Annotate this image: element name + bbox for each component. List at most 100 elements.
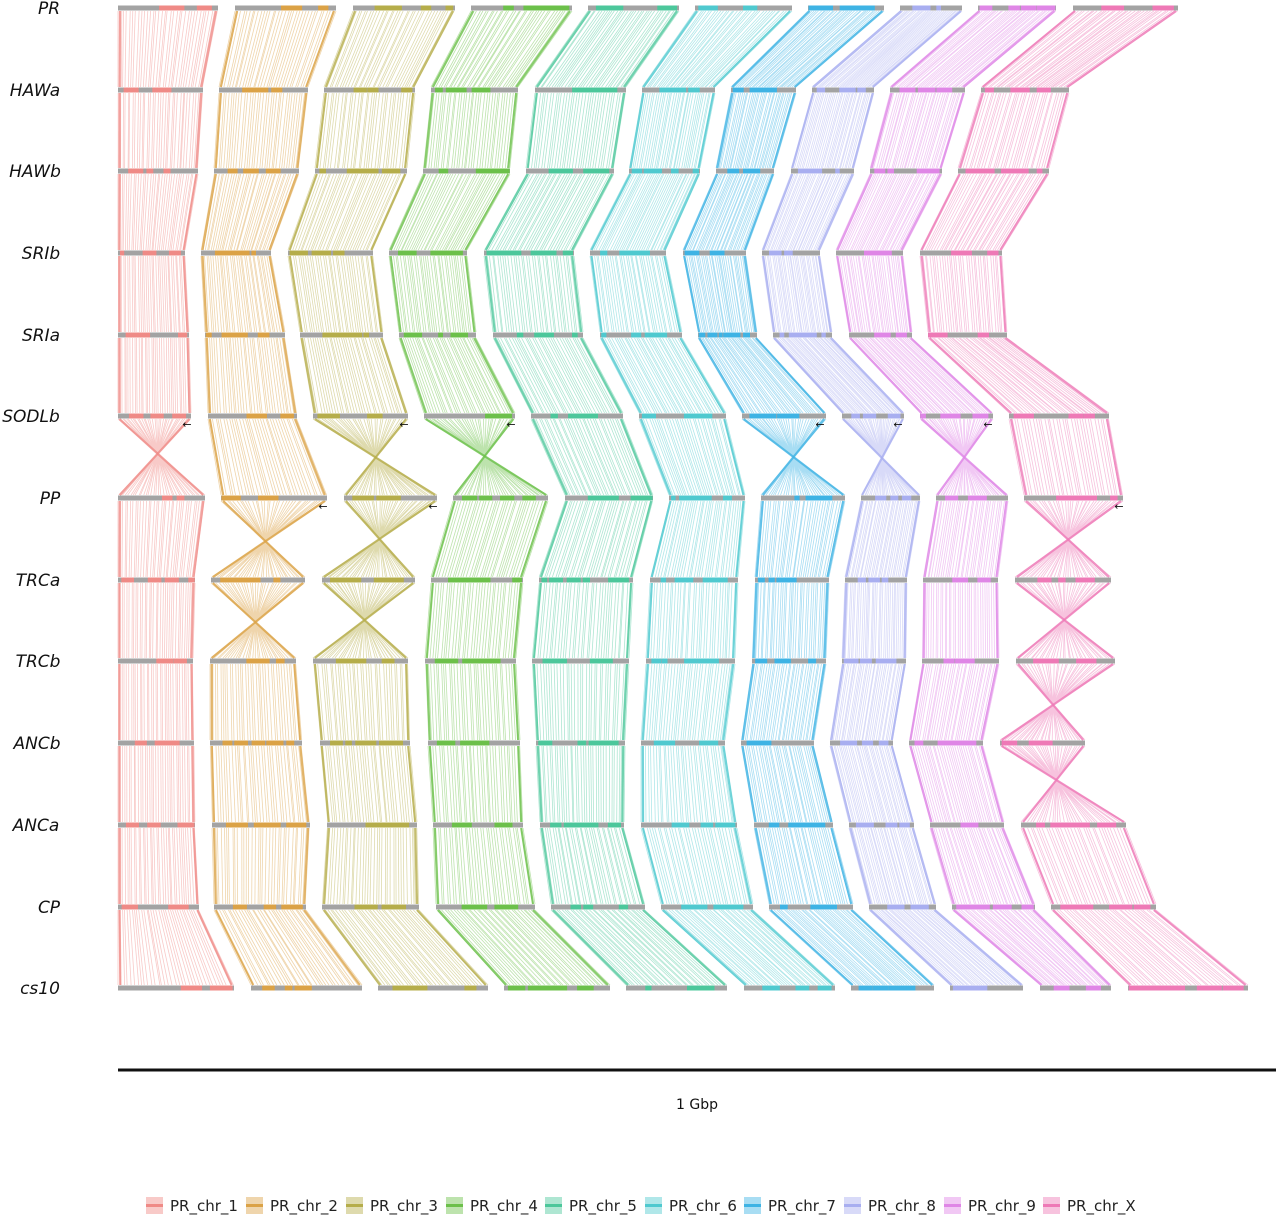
synteny-edge xyxy=(662,909,747,986)
syntenic-block xyxy=(156,658,170,664)
syntenic-block xyxy=(562,250,573,256)
synteny-links xyxy=(929,827,1036,905)
synteny-edge xyxy=(791,92,815,169)
syntenic-block xyxy=(162,495,173,501)
synteny-links xyxy=(525,92,626,169)
syntenic-block xyxy=(284,985,293,991)
inversion-arrow-icon: ← xyxy=(506,418,515,431)
synteny-edge xyxy=(182,255,189,333)
chromosome-bar xyxy=(669,495,745,501)
syntenic-block xyxy=(684,250,700,256)
syntenic-block xyxy=(1222,985,1244,991)
syntenic-block xyxy=(340,577,353,583)
syntenic-block xyxy=(479,495,493,501)
syntenic-block xyxy=(860,658,872,664)
syntenic-block xyxy=(147,822,161,828)
syntenic-block xyxy=(639,250,650,256)
chromosome-bar xyxy=(118,904,199,910)
syntenic-block xyxy=(1058,577,1066,583)
chromosome-bar xyxy=(922,658,999,664)
chromosome-bar xyxy=(842,658,906,664)
syntenic-block xyxy=(1075,577,1095,583)
syntenic-block xyxy=(878,740,889,746)
synteny-links xyxy=(1020,827,1157,905)
synteny-links xyxy=(430,500,549,578)
synteny-edge xyxy=(836,173,873,251)
syntenic-block xyxy=(688,87,697,93)
legend-item: PR_chr_7 xyxy=(744,1197,836,1216)
synteny-edge xyxy=(936,418,993,496)
syntenic-block xyxy=(887,168,894,174)
synteny-ribbon xyxy=(535,745,626,823)
syntenic-block xyxy=(556,658,566,664)
syntenic-block xyxy=(645,985,652,991)
synteny-links xyxy=(117,10,218,88)
legend-label: PR_chr_2 xyxy=(270,1197,338,1216)
synteny-edge xyxy=(741,745,757,823)
legend-label: PR_chr_X xyxy=(1067,1197,1136,1216)
synteny-edge xyxy=(464,173,510,251)
syntenic-block xyxy=(548,168,560,174)
syntenic-block xyxy=(880,332,889,338)
synteny-edge xyxy=(625,582,633,659)
synteny-ribbon xyxy=(768,909,935,986)
synteny-edge xyxy=(590,255,603,333)
syntenic-block xyxy=(750,5,758,11)
synteny-links xyxy=(589,173,700,251)
syntenic-block xyxy=(987,250,999,256)
synteny-links xyxy=(539,827,645,905)
synteny-ribbon xyxy=(530,418,654,496)
synteny-links xyxy=(640,745,737,823)
synteny-edge xyxy=(869,909,953,986)
syntenic-block xyxy=(168,250,181,256)
syntenic-block xyxy=(462,658,473,664)
synteny-ribbon xyxy=(312,582,416,659)
syntenic-block xyxy=(649,168,662,174)
synteny-edge xyxy=(300,337,316,414)
synteny-ribbon xyxy=(715,92,797,169)
chromosome-track xyxy=(424,413,515,419)
syntenic-block xyxy=(800,332,811,338)
synteny-ribbon xyxy=(753,827,854,905)
syntenic-block xyxy=(723,495,732,501)
syntenic-block xyxy=(385,577,404,583)
synteny-ribbon xyxy=(218,10,337,88)
synteny-edge xyxy=(698,337,745,414)
syntenic-block xyxy=(263,904,277,910)
genome-label: CP xyxy=(38,898,61,918)
synteny-edge xyxy=(389,255,402,333)
syntenic-block xyxy=(972,413,983,419)
synteny-ribbon xyxy=(929,827,1036,905)
syntenic-block xyxy=(875,495,882,501)
syntenic-block xyxy=(125,822,139,828)
synteny-edge xyxy=(437,909,507,986)
synteny-ribbon xyxy=(981,10,1178,88)
syntenic-block xyxy=(550,5,562,11)
synteny-links xyxy=(117,827,199,905)
syntenic-block xyxy=(365,822,381,828)
synteny-links xyxy=(117,500,205,578)
synteny-ribbon xyxy=(525,92,626,169)
synteny-ribbon xyxy=(213,909,363,986)
synteny-edge xyxy=(830,745,852,823)
syntenic-block xyxy=(952,740,961,746)
chromosome-track xyxy=(791,168,854,174)
syntenic-block xyxy=(715,250,725,256)
synteny-ribbon xyxy=(650,500,746,578)
syntenic-block xyxy=(859,577,866,583)
legend-item: PR_chr_9 xyxy=(944,1197,1036,1216)
synteny-edge xyxy=(754,827,772,905)
syntenic-block xyxy=(965,658,975,664)
syntenic-block xyxy=(401,87,413,93)
synteny-edge xyxy=(629,92,645,169)
synteny-edge xyxy=(1009,418,1028,496)
synteny-edge xyxy=(600,337,642,414)
synteny-edge xyxy=(849,337,923,414)
inversion-arrow-icon: ← xyxy=(182,418,191,431)
syntenic-block xyxy=(733,87,744,93)
syntenic-block xyxy=(979,5,993,11)
synteny-edge xyxy=(641,663,649,741)
syntenic-block xyxy=(214,250,232,256)
chromosome-bar xyxy=(731,87,796,93)
synteny-edge xyxy=(904,500,920,578)
